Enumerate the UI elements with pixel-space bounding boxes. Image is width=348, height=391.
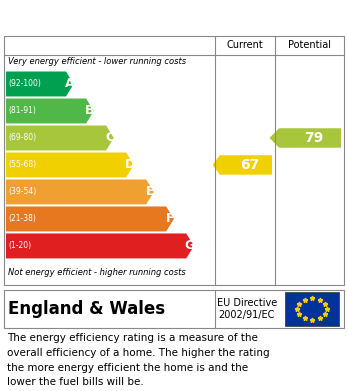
Polygon shape (6, 233, 194, 258)
Text: D: D (125, 158, 135, 172)
Text: (1-20): (1-20) (9, 242, 32, 251)
Text: F: F (165, 212, 174, 226)
Text: 67: 67 (240, 158, 259, 172)
Text: G: G (185, 239, 195, 253)
Text: (92-100): (92-100) (9, 79, 41, 88)
Text: Energy Efficiency Rating: Energy Efficiency Rating (60, 7, 288, 25)
Text: Very energy efficient - lower running costs: Very energy efficient - lower running co… (8, 57, 186, 66)
Polygon shape (6, 99, 94, 124)
Polygon shape (213, 155, 272, 175)
Text: Not energy efficient - higher running costs: Not energy efficient - higher running co… (8, 268, 185, 277)
Polygon shape (6, 179, 154, 204)
Text: (81-91): (81-91) (9, 106, 37, 115)
Text: Potential: Potential (288, 41, 331, 50)
Polygon shape (269, 128, 341, 148)
Text: (21-38): (21-38) (9, 214, 37, 223)
Text: The energy efficiency rating is a measure of the
overall efficiency of a home. T: The energy efficiency rating is a measur… (7, 333, 270, 387)
Polygon shape (6, 206, 174, 231)
Text: E: E (145, 185, 154, 199)
Text: B: B (85, 104, 94, 117)
Text: Current: Current (227, 41, 263, 50)
Text: C: C (105, 131, 114, 144)
Text: England & Wales: England & Wales (8, 300, 165, 318)
Text: 79: 79 (304, 131, 323, 145)
Text: (69-80): (69-80) (9, 133, 37, 142)
Text: (55-68): (55-68) (9, 160, 37, 169)
Polygon shape (6, 126, 114, 151)
Text: A: A (65, 77, 74, 90)
Polygon shape (6, 152, 134, 178)
Text: EU Directive
2002/91/EC: EU Directive 2002/91/EC (216, 298, 277, 320)
Polygon shape (6, 72, 74, 97)
Bar (285, 292, 339, 326)
Text: (39-54): (39-54) (9, 187, 37, 196)
